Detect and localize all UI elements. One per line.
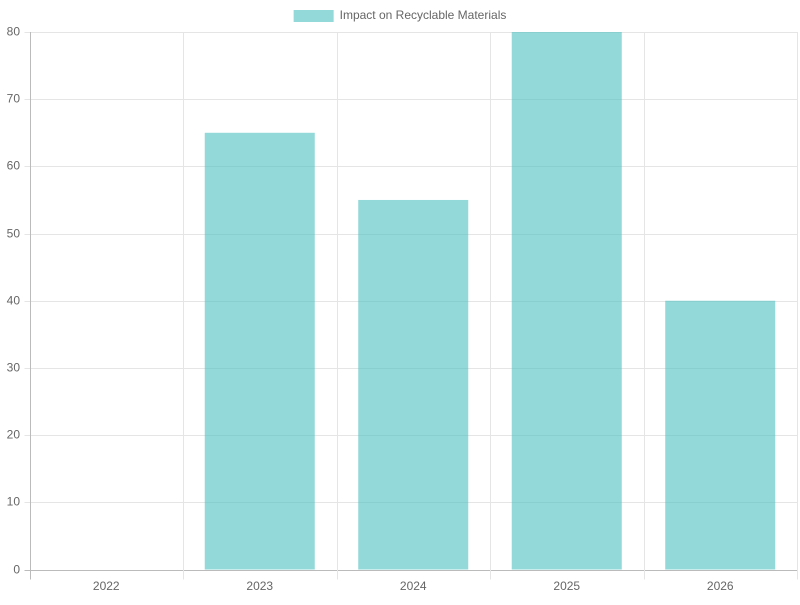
bar (358, 199, 469, 570)
y-tick-label: 20 (7, 428, 21, 442)
x-tick-label: 2022 (93, 579, 120, 593)
y-tick-label: 80 (7, 25, 21, 39)
x-tick-label: 2023 (246, 579, 273, 593)
y-tick-label: 60 (7, 159, 21, 173)
bar (665, 300, 776, 570)
y-tick-label: 40 (7, 294, 21, 308)
y-tick-label: 0 (13, 563, 20, 577)
bar (204, 132, 315, 570)
y-tick-label: 70 (7, 92, 21, 106)
bar (511, 32, 622, 570)
legend-swatch (293, 10, 334, 22)
legend-label: Impact on Recyclable Materials (340, 8, 507, 22)
x-tick-label: 2025 (553, 579, 580, 593)
y-tick-label: 50 (7, 227, 21, 241)
y-tick-label: 30 (7, 361, 21, 375)
x-tick-label: 2024 (400, 579, 427, 593)
x-tick-label: 2026 (707, 579, 734, 593)
y-tick-label: 10 (7, 495, 21, 509)
